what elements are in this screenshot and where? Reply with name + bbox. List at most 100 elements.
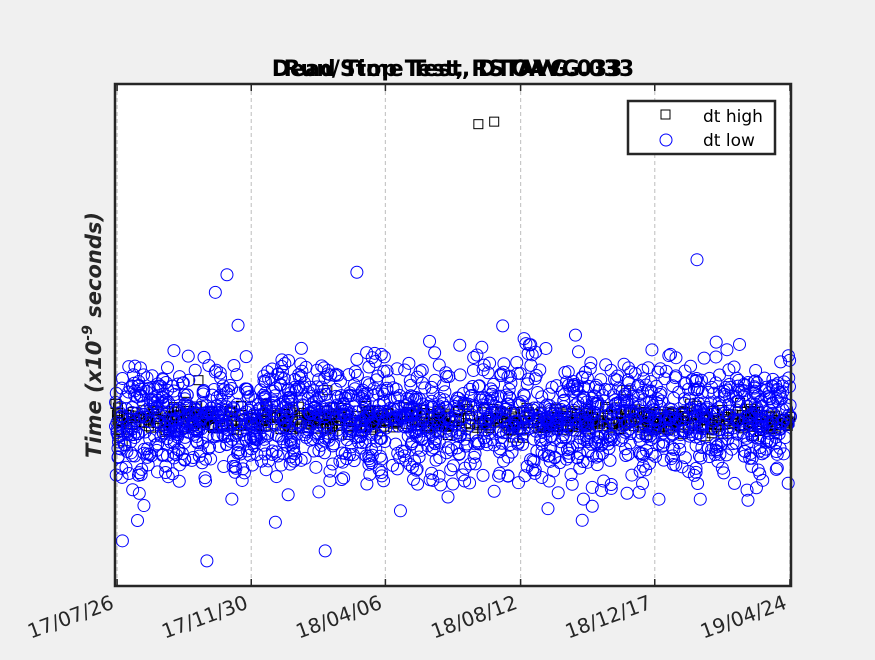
data-point-dt-low (559, 430, 573, 444)
data-point-dt-low (269, 470, 283, 484)
data-point-dt-low (573, 435, 587, 449)
data-point-dt-low (230, 368, 244, 382)
data-point-dt-low (502, 382, 516, 396)
data-point-dt-low (479, 413, 493, 427)
data-point-dt-low (408, 392, 422, 406)
data-point-dt-low (390, 462, 404, 476)
data-point-dt-low (134, 410, 148, 424)
data-point-dt-low (287, 441, 301, 455)
data-point-dt-low (154, 379, 168, 393)
data-point-dt-low (243, 448, 257, 462)
data-point-dt-low (350, 265, 364, 279)
data-point-dt-low (352, 389, 366, 403)
data-point-dt-low (463, 476, 477, 490)
data-point-dt-low (690, 253, 704, 267)
data-point-dt-low (452, 447, 466, 461)
data-point-dt-low (312, 418, 326, 432)
data-point-dt-low (682, 464, 696, 478)
data-point-dt-low (567, 379, 581, 393)
data-point-dt-low (220, 437, 234, 451)
data-point-dt-low (151, 406, 165, 420)
data-point-dt-low (160, 361, 174, 375)
data-point-dt-low (565, 477, 579, 491)
data-point-dt-low (544, 430, 558, 444)
data-point-dt-low (625, 468, 639, 482)
data-point-dt-low (244, 389, 258, 403)
data-point-dt-low (356, 401, 370, 415)
data-point-dt-low (167, 344, 181, 358)
data-point-dt-low (292, 368, 306, 382)
data-point-dt-low (753, 420, 767, 434)
data-point-dt-low (604, 406, 618, 420)
data-point-dt-low (753, 444, 767, 458)
data-point-dt-low (678, 424, 692, 438)
data-point-dt-low (495, 436, 509, 450)
data-point-dt-low (204, 452, 218, 466)
data-point-dt-low (557, 393, 571, 407)
data-point-dt-low (588, 380, 602, 394)
data-point-dt-low (511, 476, 525, 490)
data-point-dt-low (585, 499, 599, 513)
data-point-dt-low (245, 442, 259, 456)
data-point-dt-low (502, 390, 516, 404)
data-point-dt-low (477, 431, 491, 445)
data-point-dt-low (143, 447, 157, 461)
data-point-dt-low (128, 359, 142, 373)
data-point-dt-low (292, 380, 306, 394)
data-point-dt-low (664, 411, 678, 425)
data-point-dt-low (134, 388, 148, 402)
data-point-dt-low (773, 389, 787, 403)
data-point-dt-low (677, 392, 691, 406)
data-point-dt-low (511, 421, 525, 435)
data-point-dt-low (702, 371, 716, 385)
data-point-dt-low (402, 356, 416, 370)
data-point-dt-low (496, 319, 510, 333)
data-point-dt-low (563, 442, 577, 456)
data-point-dt-low (342, 368, 356, 382)
data-point-dt-low (187, 427, 201, 441)
data-point-dt-low (454, 428, 468, 442)
data-point-dt-low (312, 373, 326, 387)
data-point-dt-low (621, 423, 635, 437)
data-point-dt-low (383, 393, 397, 407)
x-tick-label: 17/11/30 (158, 590, 251, 643)
data-point-dt-low (170, 427, 184, 441)
data-point-dt-low (599, 358, 613, 372)
data-point-dt-low (635, 449, 649, 463)
data-point-dt-low (173, 370, 187, 384)
data-point-dt-low (150, 443, 164, 457)
data-point-dt-low (177, 388, 191, 402)
x-tick-label: 18/12/17 (562, 590, 655, 643)
data-point-dt-low (444, 463, 458, 477)
data-point-dt-low (405, 437, 419, 451)
data-point-dt-low (225, 492, 239, 506)
data-point-dt-low (501, 469, 515, 483)
data-point-dt-low (281, 488, 295, 502)
data-point-dt-low (127, 427, 141, 441)
data-point-dt-low (689, 430, 703, 444)
data-point-dt-low (393, 504, 407, 518)
data-point-dt-low (594, 399, 608, 413)
data-point-dt-low (745, 459, 759, 473)
data-point-dt-low (620, 396, 634, 410)
data-point-dt-low (185, 453, 199, 467)
data-point-dt-low (664, 419, 678, 433)
data-point-dt-low (614, 404, 628, 418)
data-point-dt-low (600, 419, 614, 433)
data-point-dt-low (631, 389, 645, 403)
data-point-dt-low (695, 440, 709, 454)
data-point-dt-low (227, 402, 241, 416)
data-point-dt-low (675, 460, 689, 474)
data-point-dt-low (135, 462, 149, 476)
data-point-dt-low (705, 380, 719, 394)
data-point-dt-low (278, 357, 292, 371)
data-point-dt-low (171, 442, 185, 456)
data-point-dt-low (181, 349, 195, 363)
data-point-dt-low (622, 376, 636, 390)
data-point-dt-low (428, 346, 442, 360)
data-point-dt-low (248, 407, 262, 421)
data-point-dt-low (284, 435, 298, 449)
x-tick-label: 18/04/06 (292, 590, 385, 643)
data-point-dt-low (551, 486, 565, 500)
data-point-dt-low (247, 424, 261, 438)
